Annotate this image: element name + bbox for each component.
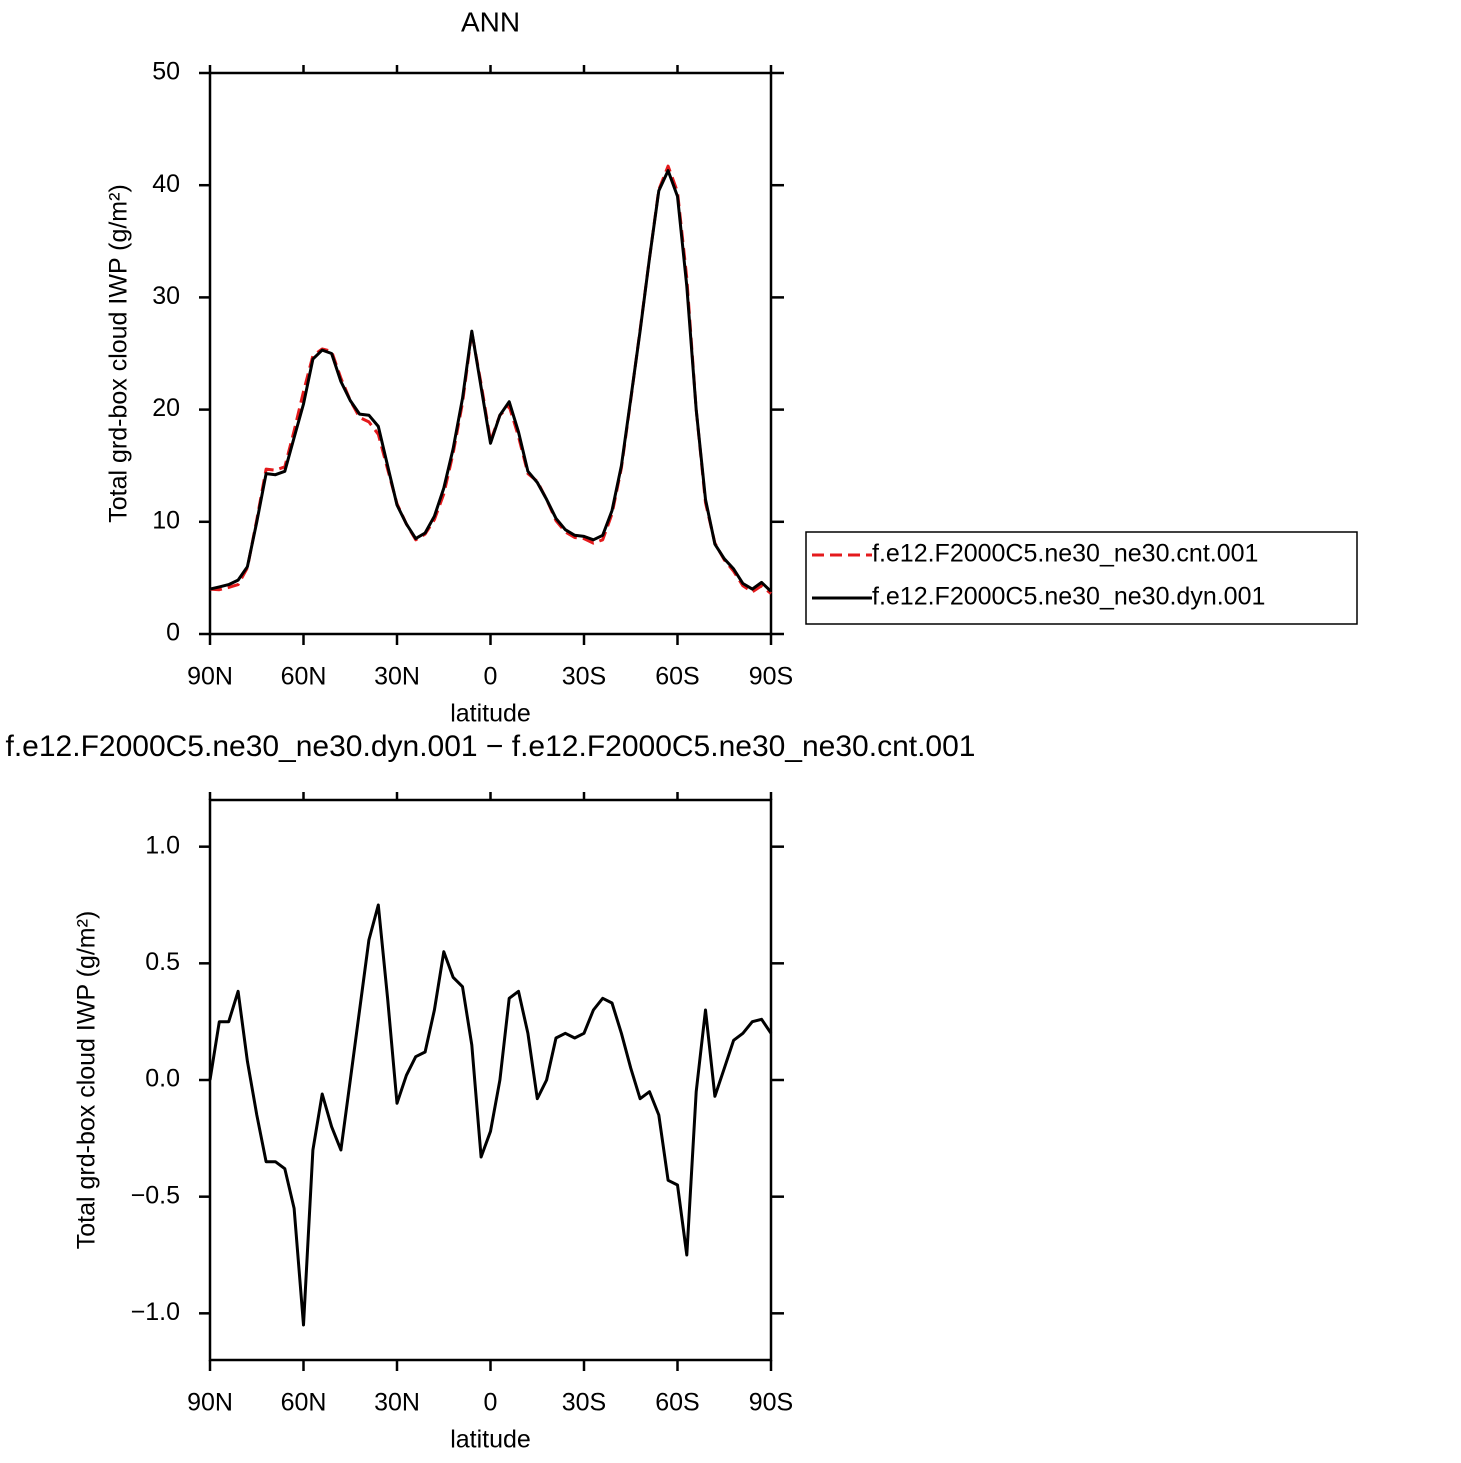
x-tick-label: 30N [374, 663, 420, 691]
x-tick-label: 90N [187, 663, 233, 691]
x-tick-label: 0 [484, 1389, 498, 1417]
legend-label: f.e12.F2000C5.ne30_ne30.cnt.001 [872, 540, 1258, 568]
y-tick-label: 0.0 [145, 1065, 180, 1093]
y-tick-label: 50 [152, 58, 180, 86]
y-tick-label: 0.5 [145, 948, 180, 976]
x-axis-label: latitude [450, 700, 531, 728]
x-tick-label: 60S [655, 663, 699, 691]
x-tick-label: 90N [187, 1389, 233, 1417]
y-tick-label: 40 [152, 170, 180, 198]
x-tick-label: 90S [749, 1389, 793, 1417]
x-axis-label: latitude [450, 1426, 531, 1454]
x-tick-label: 30S [562, 663, 606, 691]
x-tick-label: 60N [281, 1389, 327, 1417]
x-tick-label: 60N [281, 663, 327, 691]
data-line [209, 164, 772, 595]
x-tick-label: 30S [562, 1389, 606, 1417]
chart-title: f.e12.F2000C5.ne30_ne30.dyn.001 − f.e12.… [6, 730, 976, 763]
y-tick-label: −1.0 [131, 1298, 180, 1326]
chart-title: ANN [461, 6, 520, 37]
y-tick-label: 30 [152, 282, 180, 310]
x-tick-label: 30N [374, 1389, 420, 1417]
y-axis-label: Total grd-box cloud IWP (g/m²) [73, 911, 101, 1250]
plot-frame [208, 71, 773, 636]
data-line [209, 169, 773, 593]
y-axis-label: Total grd-box cloud IWP (g/m²) [105, 184, 133, 523]
x-tick-label: 90S [749, 663, 793, 691]
y-tick-label: −0.5 [131, 1181, 180, 1209]
legend-box [805, 531, 1358, 625]
y-tick-label: 0 [166, 619, 180, 647]
legend-label: f.e12.F2000C5.ne30_ne30.dyn.001 [872, 583, 1265, 611]
x-tick-label: 60S [655, 1389, 699, 1417]
y-tick-label: 10 [152, 506, 180, 534]
data-line [208, 903, 773, 1327]
y-tick-label: 20 [152, 394, 180, 422]
y-tick-label: 1.0 [145, 831, 180, 859]
plot-frame [208, 798, 773, 1362]
x-tick-label: 0 [484, 663, 498, 691]
